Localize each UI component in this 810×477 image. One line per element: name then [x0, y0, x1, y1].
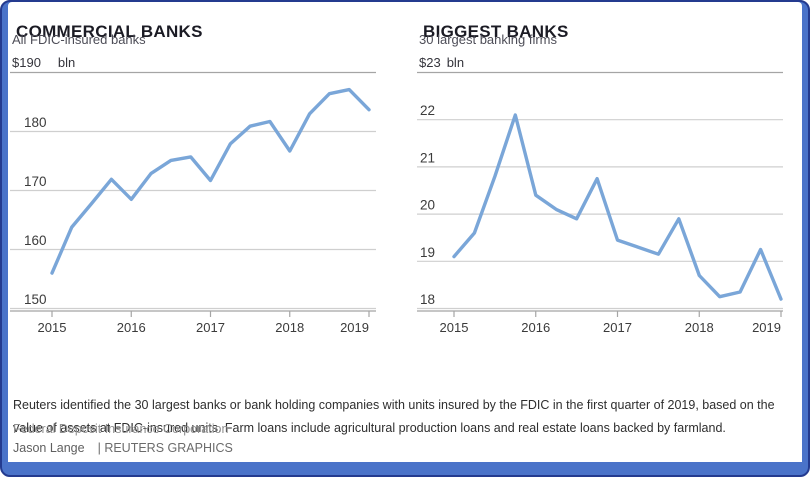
y-axis-unit-label: $190 bln [12, 55, 75, 70]
svg-text:160: 160 [24, 233, 47, 248]
unit-word: bln [57, 55, 76, 70]
svg-text:2016: 2016 [521, 320, 550, 335]
svg-text:2017: 2017 [196, 320, 225, 335]
svg-text:2019: 2019 [340, 320, 369, 335]
svg-text:21: 21 [420, 150, 435, 165]
svg-text:2016: 2016 [117, 320, 146, 335]
svg-text:18: 18 [420, 292, 435, 307]
commercial-banks-line-plot: 180 170 160 150 2015 2016 2017 2018 2019 [10, 71, 376, 335]
chart-subtitle: All FDIC-insured banks [12, 32, 146, 47]
svg-text:2018: 2018 [685, 320, 714, 335]
y-axis-top-value: $23 [419, 55, 441, 70]
graphic-panel: COMMERCIAL BANKS All FDIC-insured banks … [8, 2, 802, 462]
chart-title: COMMERCIAL BANKS [16, 22, 203, 42]
unit-word: bln [446, 55, 465, 70]
reuters-graphics-credit: | REUTERS GRAPHICS [97, 441, 233, 455]
biggest-banks-chart: BIGGEST BANKS 30 largest banking firms $… [417, 8, 789, 348]
svg-text:170: 170 [24, 174, 47, 189]
author-name: Jason Lange [13, 441, 85, 455]
chart-subtitle: 30 largest banking firms [419, 32, 558, 47]
svg-text:19: 19 [420, 245, 435, 260]
chart-title: BIGGEST BANKS [423, 22, 569, 42]
y-axis-top-value: $190 [12, 55, 41, 70]
commercial-banks-chart: COMMERCIAL BANKS All FDIC-insured banks … [10, 8, 382, 348]
svg-text:2018: 2018 [275, 320, 304, 335]
svg-text:20: 20 [420, 198, 435, 213]
svg-text:2017: 2017 [603, 320, 632, 335]
methodology-note: Reuters identified the 30 largest banks … [13, 397, 775, 435]
svg-text:2019: 2019 [752, 320, 781, 335]
svg-text:150: 150 [24, 292, 47, 307]
source-line: Federal Deposit Insurance Corporation [13, 422, 229, 436]
y-axis-unit-label: $23 bln [419, 55, 464, 70]
byline: Jason Lange | REUTERS GRAPHICS [13, 441, 233, 455]
svg-text:2015: 2015 [440, 320, 469, 335]
svg-text:22: 22 [420, 103, 435, 118]
svg-text:2015: 2015 [38, 320, 67, 335]
svg-text:180: 180 [24, 115, 47, 130]
